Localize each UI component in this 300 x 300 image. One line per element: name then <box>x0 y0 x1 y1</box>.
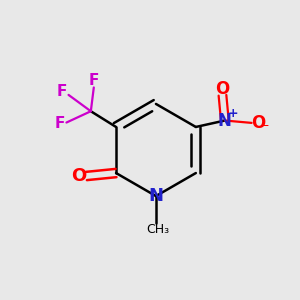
Text: O: O <box>251 114 265 132</box>
Text: F: F <box>57 84 67 99</box>
Text: O: O <box>71 167 87 185</box>
Text: N: N <box>218 112 232 130</box>
Text: ⁻: ⁻ <box>261 121 268 135</box>
Text: +: + <box>228 106 238 120</box>
Text: O: O <box>215 80 230 98</box>
Text: F: F <box>89 74 99 88</box>
Text: CH₃: CH₃ <box>146 223 169 236</box>
Text: F: F <box>55 116 65 130</box>
Text: N: N <box>148 187 164 205</box>
